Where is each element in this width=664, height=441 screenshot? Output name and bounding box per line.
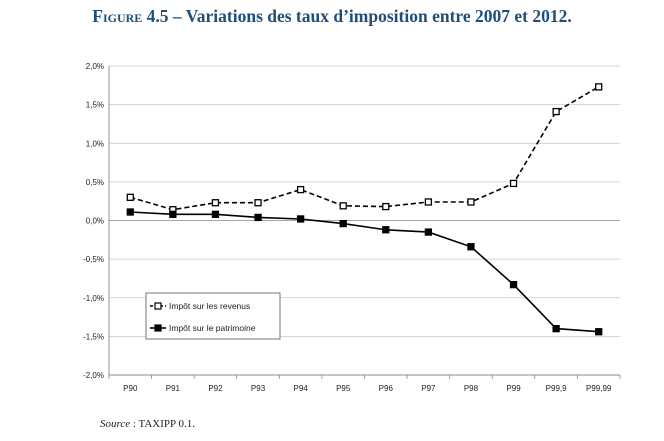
x-tick-label: P90: [123, 384, 138, 393]
data-point: [595, 328, 603, 336]
source-note: Source : TAXIPP 0.1.: [100, 418, 195, 430]
source-text: TAXIPP 0.1.: [138, 418, 195, 430]
data-point: [126, 208, 134, 216]
data-point: [382, 202, 390, 211]
data-point: [552, 324, 560, 333]
x-tick-label: P92: [208, 384, 223, 393]
data-point: [339, 202, 347, 210]
y-tick-label: 1,5%: [86, 101, 104, 110]
data-point: [169, 210, 177, 218]
series-line-patrimoine: [130, 211, 599, 333]
x-tick-label: P97: [421, 384, 436, 393]
legend-marker: [154, 324, 162, 332]
y-tick-label: 0,5%: [86, 178, 104, 187]
data-point: [126, 193, 134, 201]
figure-number: Figure 4.5: [92, 6, 169, 26]
y-tick-label: 1,0%: [86, 139, 104, 148]
data-point: [552, 107, 560, 116]
x-tick-label: P99,9: [546, 384, 567, 393]
x-tick-label: P99: [506, 384, 521, 393]
source-label: Source: [100, 418, 131, 430]
y-tick-label: 2,0%: [86, 62, 104, 71]
legend-label-patrimoine: Impôt sur le patrimoine: [169, 323, 256, 333]
figure-caption: – Variations des taux d’imposition entre…: [168, 6, 572, 26]
x-tick-label: P96: [379, 384, 394, 393]
series-line-revenus: [130, 86, 600, 211]
x-tick-label: P91: [166, 384, 181, 393]
source-separator: :: [130, 418, 139, 430]
data-point: [339, 219, 347, 228]
data-point: [382, 226, 390, 234]
y-tick-label: -1,5%: [83, 332, 104, 341]
data-point: [595, 83, 603, 91]
data-point: [509, 179, 518, 188]
data-point: [211, 199, 220, 207]
y-tick-label: 0,0%: [86, 217, 104, 226]
y-tick-label: -2,0%: [83, 371, 104, 380]
data-point: [254, 213, 262, 222]
data-point: [424, 228, 433, 236]
x-tick-label: P98: [464, 384, 479, 393]
x-tick-label: P93: [251, 384, 266, 393]
data-point: [467, 243, 475, 251]
data-point: [509, 280, 518, 289]
data-point: [424, 198, 433, 206]
data-point: [254, 199, 262, 207]
legend-box: [145, 292, 281, 340]
y-tick-label: -1,0%: [83, 294, 104, 303]
legend-marker: [154, 302, 162, 310]
legend-label-revenus: Impôt sur les revenus: [169, 301, 250, 311]
data-point: [296, 215, 305, 223]
data-point: [296, 185, 305, 194]
data-point: [211, 210, 220, 218]
data-point: [467, 198, 475, 206]
x-tick-label: P99,99: [586, 384, 612, 393]
x-tick-label: P94: [294, 384, 309, 393]
y-tick-label: -0,5%: [83, 255, 104, 264]
x-tick-label: P95: [336, 384, 351, 393]
figure-title: Figure 4.5 – Variations des taux d’impos…: [0, 6, 664, 27]
